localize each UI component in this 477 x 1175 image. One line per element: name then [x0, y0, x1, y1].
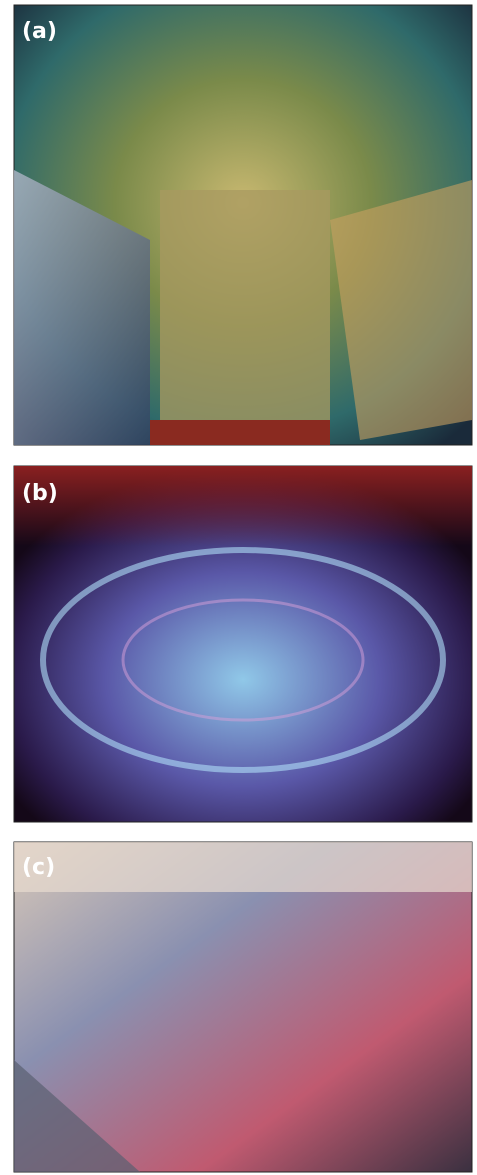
photo-detail	[14, 842, 472, 892]
photo-detail	[160, 190, 330, 420]
panel-label: (a)	[22, 19, 57, 44]
panel-label: (c)	[22, 855, 55, 880]
photo-detail	[330, 180, 472, 440]
photo-detail	[150, 420, 330, 445]
panel-label: (b)	[22, 481, 58, 506]
photo-detail	[14, 1060, 140, 1172]
panel-c: (c)	[13, 841, 473, 1173]
photo-detail	[121, 598, 365, 722]
photo-detail	[14, 170, 150, 445]
panel-b: (b)	[13, 465, 473, 823]
photo	[13, 841, 473, 1173]
photo-detail	[14, 466, 472, 546]
panel-a: (a)	[13, 4, 473, 446]
photo-detail	[40, 547, 446, 773]
